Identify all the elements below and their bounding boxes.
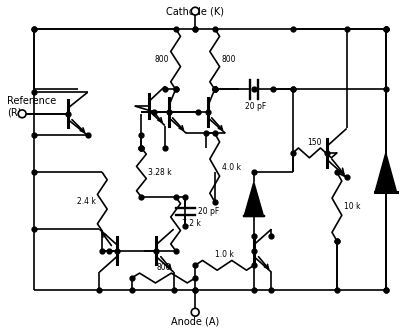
- Text: 1.0 k: 1.0 k: [215, 250, 234, 260]
- Text: 800: 800: [156, 263, 171, 272]
- Text: 150: 150: [308, 138, 322, 147]
- Polygon shape: [375, 153, 396, 192]
- Circle shape: [191, 308, 199, 316]
- Text: 2.4 k: 2.4 k: [77, 197, 96, 206]
- Text: Reference
(R): Reference (R): [7, 96, 57, 118]
- Text: 20 pF: 20 pF: [198, 207, 220, 216]
- Text: 7.2 k: 7.2 k: [183, 219, 201, 228]
- Text: Anode (A): Anode (A): [171, 316, 219, 326]
- Polygon shape: [244, 182, 264, 216]
- Text: Cathode (K): Cathode (K): [166, 6, 224, 16]
- Text: 3.28 k: 3.28 k: [148, 168, 172, 177]
- Text: 10 k: 10 k: [344, 202, 360, 211]
- Circle shape: [18, 110, 26, 118]
- Text: 800: 800: [154, 55, 169, 63]
- Text: 20 pF: 20 pF: [245, 102, 266, 111]
- Text: 4.0 k: 4.0 k: [222, 163, 241, 172]
- Text: 800: 800: [222, 55, 236, 63]
- Circle shape: [191, 7, 199, 15]
